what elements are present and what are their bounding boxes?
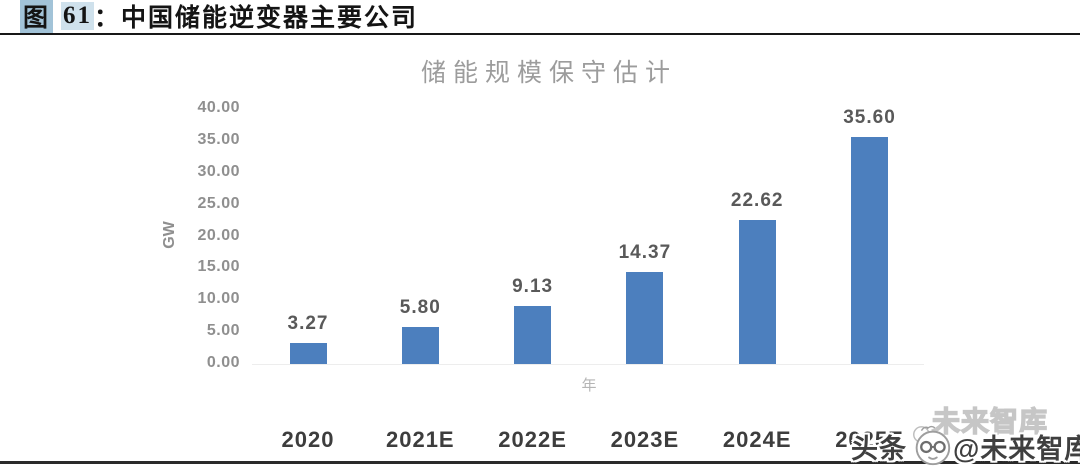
bar-2025E [851, 137, 888, 364]
bar-2021E [401, 327, 439, 364]
figure-caption-colon: ： [94, 5, 122, 32]
bottom-divider [0, 461, 1080, 464]
x-axis-baseline [252, 364, 924, 365]
y-tick-label: 15.00 [197, 258, 240, 276]
x-tick-label-2022E: 2022E [498, 427, 567, 452]
x-axis-title: 年 [581, 377, 597, 394]
watermark-text-right: @未来智库 [953, 433, 1080, 464]
x-tick-label-2023E: 2023E [610, 427, 680, 452]
chart-title: 储能规模保守估计 [420, 60, 677, 87]
face-with-glasses-icon [913, 425, 951, 466]
x-tick-label-2025E: 2025E [835, 427, 904, 452]
bar-2024E [738, 219, 776, 364]
figure-caption: 图 61 ： 中国储能逆变器主要公司 [20, 0, 419, 34]
x-tick-label-2020: 2020 [281, 427, 335, 452]
y-tick-label: 5.00 [206, 322, 240, 340]
bar-value-label: 3.27 [287, 313, 329, 335]
bar-value-label: 14.37 [618, 242, 672, 264]
watermark-ghost-text: 未来智库 [931, 405, 1049, 437]
bar-value-label: 22.62 [730, 189, 784, 211]
y-tick-label: 25.00 [197, 194, 240, 212]
figure-number-highlight: 61 [61, 2, 95, 30]
figure-word-highlight: 图 [20, 0, 54, 34]
bar-value-label: 9.13 [512, 275, 554, 297]
x-tick-label-2021E: 2021E [385, 427, 455, 452]
bar-2022E [514, 305, 552, 364]
bar-value-label: 35.60 [843, 107, 896, 129]
y-tick-label: 40.00 [197, 99, 240, 116]
watermark-text-left: 头条 [851, 433, 907, 464]
y-tick-label: 20.00 [197, 226, 240, 244]
bar-2020 [289, 343, 327, 364]
y-tick-label: 35.00 [197, 130, 240, 148]
x-tick-label-2024E: 2024E [722, 427, 792, 452]
header-divider [0, 33, 1080, 35]
figure-caption-title: 中国储能逆变器主要公司 [121, 5, 419, 32]
y-tick-label: 30.00 [197, 162, 240, 180]
y-tick-label: 0.00 [206, 354, 240, 371]
y-tick-label: 10.00 [197, 290, 240, 308]
bar-value-label: 5.80 [399, 297, 441, 319]
watermark: 头条 @未来智库 [851, 423, 1080, 469]
bar-2023E [626, 272, 664, 364]
